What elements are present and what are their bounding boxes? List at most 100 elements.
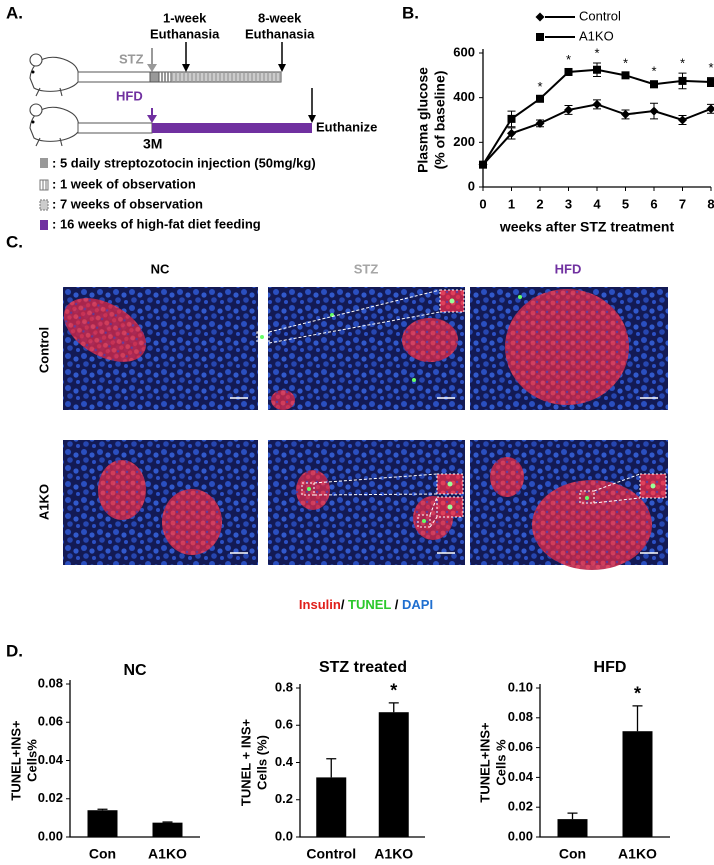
- y-tick-label: 0.10: [508, 679, 533, 694]
- significance: *: [651, 63, 656, 78]
- islet: [162, 489, 222, 555]
- panel-label: C.: [6, 232, 23, 251]
- y-tick-label: 0.04: [38, 752, 64, 767]
- micrographs: [63, 287, 668, 570]
- x-tick-label: A1KO: [374, 846, 413, 862]
- chart-title: NC: [123, 662, 147, 679]
- marker: [535, 12, 545, 22]
- marker: [707, 78, 714, 87]
- y-tick-label: 0.00: [38, 828, 63, 843]
- y-tick-label: 0.4: [275, 754, 294, 769]
- x-tick-label: 3: [565, 196, 572, 211]
- inset-connector: [313, 473, 438, 496]
- y-axis-label: Cells %: [493, 739, 508, 786]
- series-line: [482, 103, 712, 166]
- islet: [402, 318, 458, 362]
- key-text: : 1 week of observation: [52, 176, 196, 191]
- islet: [63, 298, 147, 362]
- stain-name: /: [391, 597, 402, 612]
- y-tick-label: 0.0: [275, 828, 293, 843]
- x-tick-label: Con: [559, 846, 586, 862]
- row-label: A1KO: [36, 484, 51, 520]
- marker: [678, 115, 687, 125]
- islet: [296, 470, 330, 510]
- marker: [592, 99, 602, 109]
- legend-label: Control: [579, 8, 621, 23]
- tunel-spot: [449, 298, 455, 304]
- x-tick-label: Control: [306, 846, 356, 862]
- marker: [621, 71, 630, 80]
- tunel-spot: [307, 487, 311, 491]
- x-tick-label: 1: [508, 196, 515, 211]
- bar: [87, 810, 118, 837]
- y-tick-label: 200: [453, 134, 475, 149]
- marker: [564, 105, 573, 115]
- inset-connector: [593, 473, 641, 504]
- key-text: : 5 daily streptozotocin injection (50mg…: [52, 155, 316, 170]
- x-axis-label: weeks after STZ treatment: [499, 219, 675, 235]
- marker: [564, 67, 573, 76]
- row-label: Control: [36, 327, 51, 373]
- x-tick-label: 8: [707, 196, 714, 211]
- y-tick-label: 0.06: [508, 739, 533, 754]
- timeline-label: 1-week: [163, 10, 207, 25]
- panel-label: D.: [6, 641, 23, 660]
- significance: *: [623, 56, 628, 71]
- y-axis-label: TUNEL+INS+: [8, 720, 23, 801]
- y-tick-label: 0: [468, 178, 475, 193]
- stain-name: DAPI: [402, 597, 433, 612]
- islet: [505, 289, 629, 405]
- error-bar: [162, 821, 173, 823]
- y-tick-label: 0.06: [38, 714, 63, 729]
- panel-label: B.: [402, 3, 419, 22]
- marker: [507, 114, 516, 123]
- marker: [535, 118, 545, 128]
- marker: [479, 160, 487, 169]
- error-bar: [388, 702, 399, 713]
- key-icons: [39, 158, 49, 230]
- significance: *: [708, 60, 713, 75]
- x-tick-label: Con: [89, 846, 116, 862]
- x-tick-label: 5: [622, 196, 629, 211]
- timeline-1: [77, 42, 286, 83]
- stain-name: TUNEL: [348, 597, 391, 612]
- significance: *: [634, 684, 641, 704]
- y-tick-label: 0.6: [275, 717, 293, 732]
- tunel-spot: [585, 496, 589, 500]
- micrograph: [63, 440, 258, 565]
- column-header: STZ: [354, 261, 379, 276]
- significance: *: [537, 79, 542, 94]
- panel-label: A.: [6, 3, 23, 22]
- inset-box: [417, 514, 431, 528]
- timeline-label: HFD: [116, 88, 143, 103]
- chart-title: STZ treated: [319, 659, 407, 676]
- y-tick-label: 0.00: [508, 828, 533, 843]
- y-axis-label: TUNEL+INS+: [477, 722, 492, 803]
- islet: [532, 480, 652, 570]
- islet: [490, 457, 524, 497]
- bar: [557, 819, 588, 837]
- y-tick-label: 0.04: [508, 769, 534, 784]
- marker: [706, 104, 714, 114]
- tunel-spot: [422, 519, 426, 523]
- y-axis-label: Cells (%): [254, 735, 269, 790]
- y-tick-label: 0.08: [38, 675, 63, 690]
- y-tick-label: 0.08: [508, 709, 533, 724]
- tunel-spot: [650, 483, 656, 489]
- inset-connector: [268, 289, 441, 344]
- key-text: : 7 weeks of observation: [52, 196, 203, 211]
- timeline-label: Euthanize: [316, 119, 377, 134]
- tunel-spot: [412, 378, 416, 382]
- bar: [316, 777, 347, 837]
- y-axis-label: Cells%: [24, 739, 39, 782]
- key-text: : 16 weeks of high-fat diet feeding: [52, 216, 261, 231]
- y-tick-label: 400: [453, 89, 475, 104]
- error-bar: [567, 812, 578, 820]
- x-tick-label: 0: [479, 196, 486, 211]
- y-tick-label: 0.02: [508, 799, 533, 814]
- y-axis-label: (% of baseline): [432, 71, 448, 170]
- x-tick-label: A1KO: [148, 846, 187, 862]
- y-tick-label: 0.02: [38, 790, 63, 805]
- error-bar: [326, 758, 337, 778]
- error-bar: [97, 808, 108, 811]
